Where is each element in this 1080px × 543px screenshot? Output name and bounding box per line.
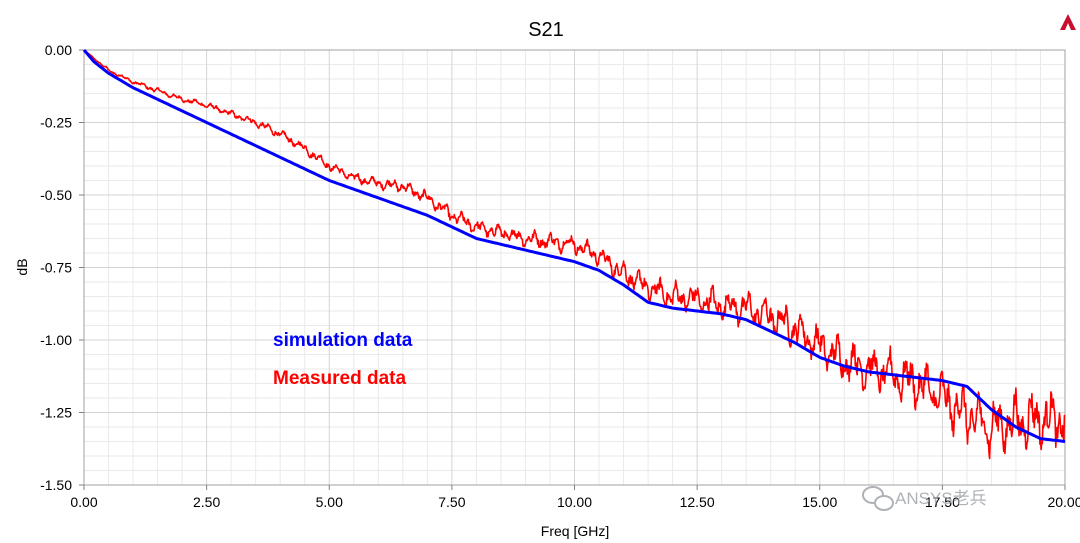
- x-tick-label: 17.50: [925, 494, 960, 510]
- y-tick-label: -1.00: [40, 332, 72, 348]
- y-axis-ticks: 0.00 -0.25 -0.50 -0.75 -1.00 -1.25 -1.50: [40, 42, 84, 493]
- series-layer: [82, 49, 1066, 460]
- x-tick-label: 15.00: [802, 494, 837, 510]
- y-tick-label: -0.50: [40, 187, 72, 203]
- legend-entry-measured: Measured data: [273, 368, 406, 389]
- x-axis-label: Freq [GHz]: [541, 523, 609, 539]
- y-tick-label: -1.50: [40, 477, 72, 493]
- chart-title: S21: [528, 19, 564, 41]
- x-tick-label: 5.00: [316, 494, 343, 510]
- y-axis-label: dB: [14, 258, 30, 275]
- x-tick-label: 0.00: [70, 494, 97, 510]
- wechat-icon: [862, 486, 894, 511]
- series-simulation-line: [82, 49, 1066, 443]
- x-tick-label: 20.00: [1047, 494, 1080, 510]
- x-axis-ticks: 0.00 2.50 5.00 7.50 10.00 12.50 15.00 17.50 20.0…: [70, 485, 1080, 510]
- x-tick-label: 10.00: [557, 494, 592, 510]
- y-tick-label: -0.25: [40, 115, 72, 131]
- series-measured-line: [83, 49, 1066, 460]
- x-tick-label: 12.50: [680, 494, 715, 510]
- ansys-logo-icon: [1060, 14, 1076, 30]
- y-tick-label: 0.00: [45, 42, 72, 58]
- y-tick-label: -1.25: [40, 405, 72, 421]
- watermark: ANSYS老兵: [862, 486, 987, 511]
- x-tick-label: 2.50: [193, 494, 220, 510]
- x-tick-label: 7.50: [438, 494, 465, 510]
- y-tick-label: -0.75: [40, 260, 72, 276]
- legend-entry-simulation: simulation data: [273, 330, 413, 351]
- watermark-text: ANSYS老兵: [895, 489, 987, 508]
